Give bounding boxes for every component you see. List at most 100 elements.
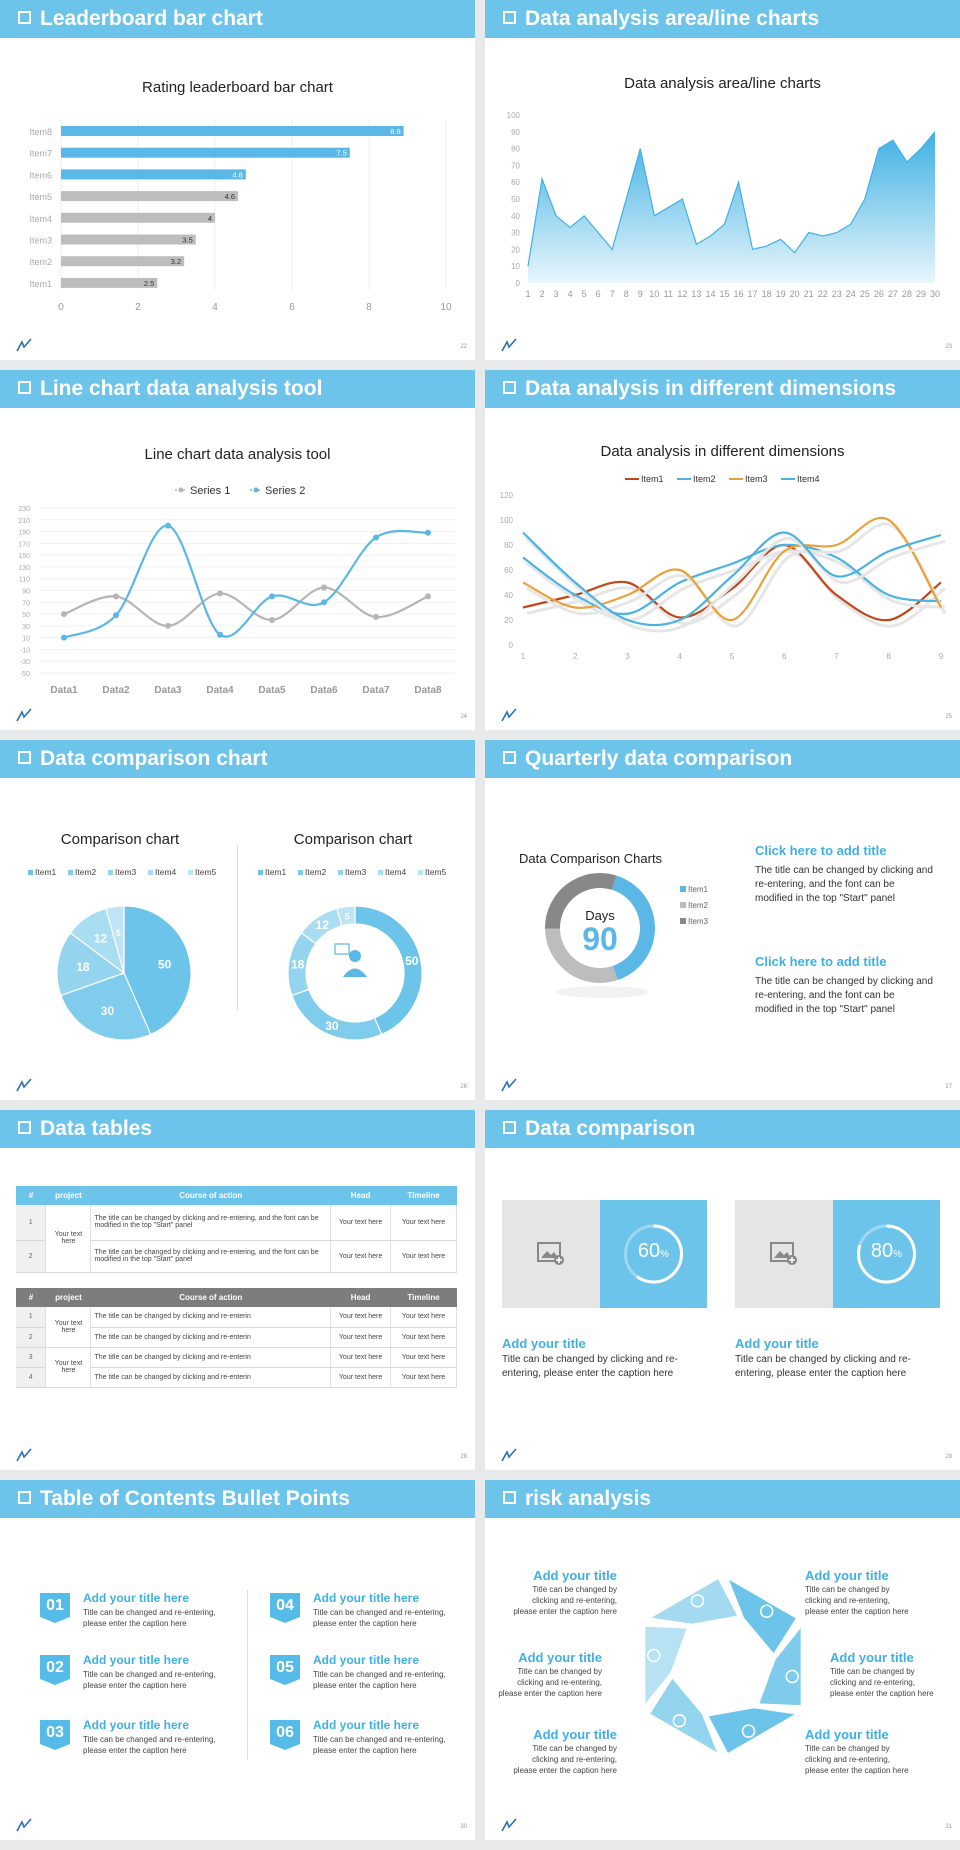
pie-slice	[56, 932, 126, 997]
slide-line-tool: Line chart data analysis tool Line chart…	[0, 370, 475, 730]
y-tick-label: 170	[18, 541, 30, 548]
toc-item-title: Add your title here	[83, 1653, 190, 1667]
bar	[61, 169, 246, 180]
checkbox-icon	[503, 11, 516, 24]
data-point	[217, 631, 223, 638]
add-title-link[interactable]: Click here to add title	[755, 843, 887, 858]
slide-risk: risk analysis Add your title Title can be…	[485, 1480, 960, 1840]
col-header: Timeline	[390, 1288, 457, 1307]
slice-label: 30	[325, 1019, 339, 1033]
data-point	[269, 616, 275, 623]
percent-panel: 60%	[600, 1200, 707, 1308]
legend-swatch	[28, 870, 33, 875]
slide-title: Line chart data analysis tool	[40, 377, 323, 400]
checkbox-icon	[503, 1121, 516, 1134]
chart-title: Comparison chart	[293, 831, 413, 848]
x-tick-label: 6	[289, 302, 295, 313]
page-number: 24	[460, 714, 467, 720]
data-table: # project Course of action Head Timeline…	[16, 1288, 457, 1388]
category-label: Item3	[29, 236, 52, 246]
bar	[61, 256, 185, 267]
category-label: Item8	[29, 127, 52, 137]
x-tick-label: 4	[568, 289, 573, 299]
slice-label: 5	[116, 928, 121, 938]
legend-swatch	[108, 870, 113, 875]
slide-header: Data analysis area/line charts	[485, 0, 960, 38]
chart-title: Rating leaderboard bar chart	[142, 79, 333, 96]
y-tick-label: 60	[511, 178, 520, 187]
slide-header: risk analysis	[485, 1480, 960, 1518]
number-badge: 02	[40, 1655, 70, 1685]
y-tick-label: 100	[507, 111, 521, 120]
y-tick-label: 20	[504, 616, 513, 625]
divider	[247, 1590, 248, 1760]
donut-segment	[611, 875, 655, 981]
cycle-segment	[706, 1706, 800, 1755]
donut-segment	[545, 928, 618, 983]
card-caption: Title can be changed by clicking and re-…	[735, 1354, 911, 1379]
pie-slice	[354, 905, 423, 1036]
x-tick-label: 15	[719, 289, 729, 299]
number-badge: 04	[270, 1593, 300, 1623]
x-tick-label: 4	[212, 302, 218, 313]
checkbox-icon	[503, 381, 516, 394]
page-number: 28	[460, 1454, 467, 1460]
area-line	[527, 131, 936, 267]
pie-slice	[123, 905, 192, 1036]
legend-label: Item3	[688, 917, 709, 926]
timeline-cell: Your text here	[390, 1327, 457, 1348]
risk-item-caption: Title can be changed by clicking and re-…	[513, 1744, 617, 1775]
toc-item-title: Add your title here	[313, 1591, 420, 1605]
table-header: # project Course of action Head Timeline	[16, 1186, 457, 1205]
legend-swatch	[148, 870, 153, 875]
legend-swatch	[68, 870, 73, 875]
legend-label: Item3	[345, 867, 367, 877]
slice-label: 5	[345, 912, 350, 922]
number-badge: 06	[270, 1720, 300, 1750]
toc-item-caption: Title can be changed and re-entering, pl…	[313, 1670, 446, 1690]
percent-panel: 80%	[833, 1200, 940, 1308]
segment-icon	[759, 1604, 774, 1619]
add-title-link[interactable]: Click here to add title	[755, 954, 887, 969]
page-number: 23	[945, 344, 952, 350]
data-point	[373, 534, 379, 541]
cycle-segment	[757, 1623, 803, 1707]
col-header: Timeline	[390, 1186, 457, 1205]
risk-cycle-diagram	[643, 1578, 803, 1756]
checkbox-icon	[18, 11, 31, 24]
image-placeholder[interactable]	[502, 1200, 600, 1308]
y-tick-label: 90	[511, 128, 520, 137]
slide-data-comparison: Data comparison 60% Add your title Title…	[485, 1110, 960, 1470]
y-tick-label: 90	[22, 589, 30, 596]
data-label: 3.2	[171, 257, 181, 266]
risk-item-caption: Title can be changed by clicking and re-…	[513, 1585, 617, 1616]
x-tick-label: 26	[874, 289, 884, 299]
page-number: 31	[945, 1824, 952, 1830]
x-tick-label: 10	[440, 302, 452, 313]
y-tick-label: 80	[511, 145, 520, 154]
action-cell: The title can be changed by clicking and…	[90, 1367, 332, 1388]
timeline-cell: Your text here	[390, 1240, 457, 1273]
y-tick-label: 70	[511, 161, 520, 170]
col-header: Head	[330, 1186, 391, 1205]
legend-label: Item4	[155, 867, 177, 877]
table-header: # project Course of action Head Timeline	[16, 1288, 457, 1307]
x-tick-label: 5	[730, 652, 735, 661]
slide-area-chart: Data analysis area/line charts Data anal…	[485, 0, 960, 360]
table-row: 1 Your text here The title can be change…	[16, 1205, 457, 1273]
legend-label: Item5	[425, 867, 447, 877]
legend-label: Item4	[797, 474, 820, 484]
y-tick-label: 120	[500, 491, 514, 500]
center-label: Days	[585, 908, 615, 923]
ring-progress	[857, 1224, 916, 1284]
segment-icon	[741, 1724, 756, 1738]
multi-line-chart: Item1 Item2 Item3 Item4 0 20 40 60 80 100 120 1 2 3 4 5…	[500, 474, 947, 661]
slide-title: Quarterly data comparison	[525, 747, 793, 770]
data-label: 2.5	[144, 279, 154, 288]
image-placeholder[interactable]	[735, 1200, 833, 1308]
x-tick-label: 16	[734, 289, 744, 299]
x-tick-label: 7	[610, 289, 615, 299]
data-point	[321, 584, 327, 591]
bar	[61, 147, 350, 158]
y-tick-label: -30	[20, 659, 30, 666]
